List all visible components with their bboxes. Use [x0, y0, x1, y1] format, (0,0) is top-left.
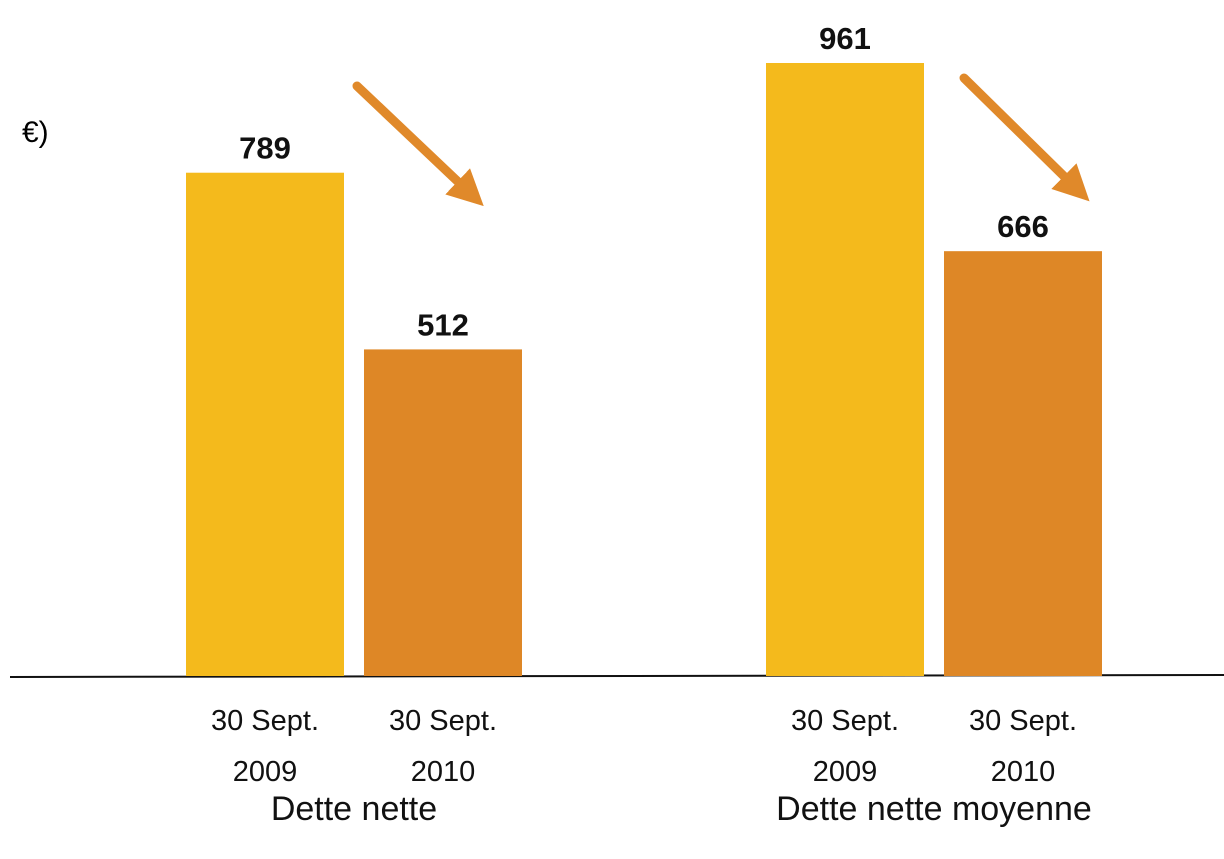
bar — [186, 172, 344, 676]
bar — [766, 63, 924, 676]
value-label: 789 — [239, 131, 291, 166]
value-label: 512 — [417, 307, 469, 342]
category-label: Dette nette — [270, 790, 438, 828]
bar — [944, 251, 1102, 677]
value-label: 961 — [819, 21, 871, 56]
bar-label: 30 Sept. 2010 — [968, 705, 1078, 788]
arrow — [352, 81, 484, 207]
value-label: 666 — [997, 209, 1049, 244]
bar-label: 30 Sept. 2009 — [790, 705, 900, 788]
bar-label: 30 Sept. 2009 — [210, 705, 320, 788]
bar-label: 30 Sept. 2010 — [388, 705, 498, 788]
bar — [364, 349, 522, 676]
category-label: Dette nette moyenne — [776, 790, 1092, 828]
arrow — [959, 73, 1090, 202]
unit-label: €) — [22, 116, 49, 149]
